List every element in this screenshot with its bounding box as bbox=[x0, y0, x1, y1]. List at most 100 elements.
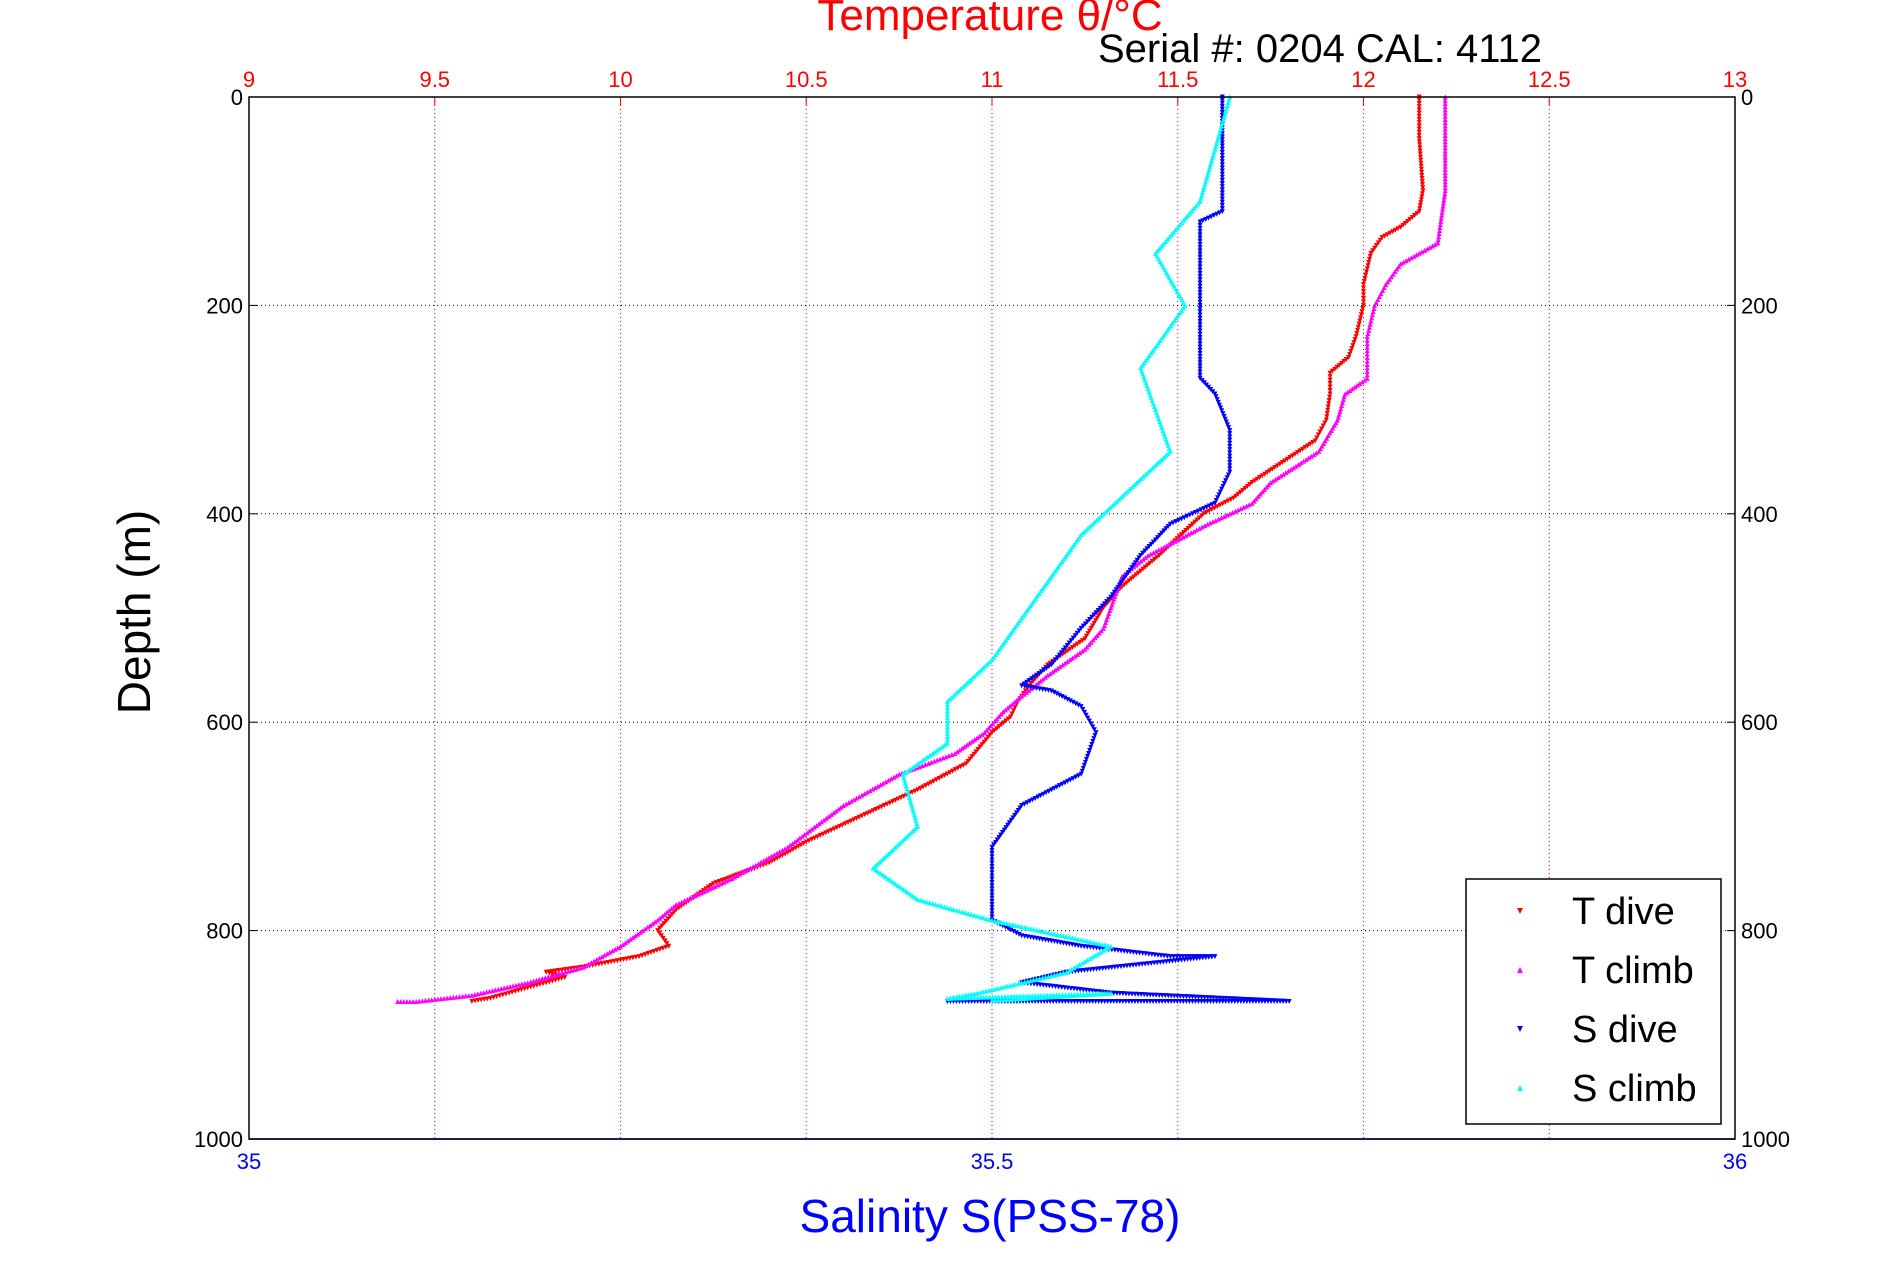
data-point bbox=[492, 987, 498, 993]
data-point bbox=[883, 779, 889, 785]
data-point bbox=[1007, 703, 1013, 709]
data-point bbox=[947, 906, 953, 912]
data-point bbox=[1096, 515, 1102, 521]
data-point bbox=[1283, 470, 1289, 476]
data-point bbox=[828, 827, 834, 833]
data-point bbox=[1072, 935, 1078, 941]
data-point bbox=[1207, 520, 1213, 526]
data-point bbox=[1364, 337, 1370, 343]
data-point bbox=[1023, 689, 1029, 695]
data-point bbox=[1364, 375, 1370, 381]
data-point bbox=[1220, 411, 1226, 417]
top-tick-label: 10.5 bbox=[785, 67, 828, 92]
data-point bbox=[1079, 638, 1085, 644]
data-point bbox=[1197, 372, 1203, 378]
data-point bbox=[748, 865, 754, 871]
data-point bbox=[989, 863, 995, 869]
data-point bbox=[604, 951, 610, 957]
data-point bbox=[737, 871, 743, 877]
data-point bbox=[1213, 498, 1219, 504]
data-point bbox=[1074, 992, 1080, 998]
data-point bbox=[1045, 973, 1051, 979]
data-point bbox=[1442, 179, 1448, 185]
data-point bbox=[1384, 232, 1390, 238]
data-point bbox=[994, 726, 1000, 732]
data-point bbox=[1354, 382, 1360, 388]
data-point bbox=[1219, 106, 1225, 112]
data-point bbox=[1363, 272, 1369, 278]
data-point bbox=[1083, 712, 1089, 718]
data-point bbox=[1197, 306, 1203, 312]
data-point bbox=[1140, 566, 1146, 572]
data-point bbox=[622, 940, 628, 946]
data-point bbox=[1280, 471, 1286, 477]
data-point bbox=[1152, 463, 1158, 469]
data-point bbox=[931, 778, 937, 784]
data-point bbox=[1215, 495, 1221, 501]
legend-label: S dive bbox=[1572, 1009, 1678, 1051]
data-point bbox=[1043, 790, 1049, 796]
data-point bbox=[1177, 954, 1183, 960]
data-point bbox=[1109, 502, 1115, 508]
data-point bbox=[1161, 241, 1167, 247]
data-point bbox=[1138, 475, 1144, 481]
data-point bbox=[1062, 695, 1068, 701]
data-point bbox=[1169, 540, 1175, 546]
data-point bbox=[625, 938, 631, 944]
data-point bbox=[1442, 136, 1448, 142]
data-point bbox=[1004, 920, 1010, 926]
data-point bbox=[877, 859, 883, 865]
data-point bbox=[1143, 554, 1149, 560]
data-point bbox=[1354, 331, 1360, 337]
data-point bbox=[1147, 467, 1153, 473]
data-point bbox=[1346, 355, 1352, 360]
data-point bbox=[1264, 470, 1270, 476]
data-point bbox=[557, 971, 563, 977]
data-point bbox=[1077, 650, 1083, 656]
data-point bbox=[1197, 315, 1203, 321]
data-point bbox=[1306, 455, 1312, 461]
data-point bbox=[1275, 475, 1281, 481]
data-point bbox=[1366, 327, 1372, 333]
data-point bbox=[1224, 422, 1230, 428]
data-point bbox=[989, 844, 995, 850]
data-point bbox=[1375, 240, 1381, 246]
data-point bbox=[583, 963, 589, 969]
data-point bbox=[964, 742, 970, 748]
data-point bbox=[1419, 249, 1425, 255]
data-point bbox=[1032, 995, 1038, 1001]
data-point bbox=[957, 747, 963, 753]
data-point bbox=[1065, 696, 1071, 702]
data-point bbox=[1165, 450, 1171, 456]
data-point bbox=[804, 830, 810, 836]
data-point bbox=[1442, 100, 1448, 106]
data-point bbox=[944, 714, 950, 720]
data-point bbox=[1392, 227, 1398, 233]
data-point bbox=[1039, 669, 1045, 675]
series-s-climb bbox=[870, 94, 1233, 1003]
data-point bbox=[1414, 252, 1420, 258]
data-point bbox=[1164, 543, 1170, 549]
data-point bbox=[1405, 218, 1411, 224]
data-point bbox=[862, 791, 868, 797]
data-point bbox=[1442, 154, 1448, 160]
data-point bbox=[734, 873, 740, 879]
data-point bbox=[620, 941, 626, 947]
data-point bbox=[395, 998, 401, 1004]
data-point bbox=[1118, 494, 1124, 500]
data-point bbox=[484, 989, 490, 995]
data-point bbox=[1370, 309, 1376, 315]
data-point bbox=[836, 806, 842, 812]
data-point bbox=[1100, 625, 1106, 631]
data-point bbox=[1133, 562, 1139, 568]
data-point bbox=[1377, 237, 1383, 243]
data-point bbox=[618, 943, 623, 949]
data-point bbox=[977, 914, 983, 920]
data-point bbox=[1440, 200, 1446, 206]
data-point bbox=[811, 824, 817, 830]
data-point bbox=[1085, 715, 1091, 721]
data-point bbox=[755, 861, 761, 867]
data-point bbox=[1365, 263, 1371, 269]
data-point bbox=[447, 995, 453, 1001]
data-point bbox=[1156, 552, 1162, 558]
